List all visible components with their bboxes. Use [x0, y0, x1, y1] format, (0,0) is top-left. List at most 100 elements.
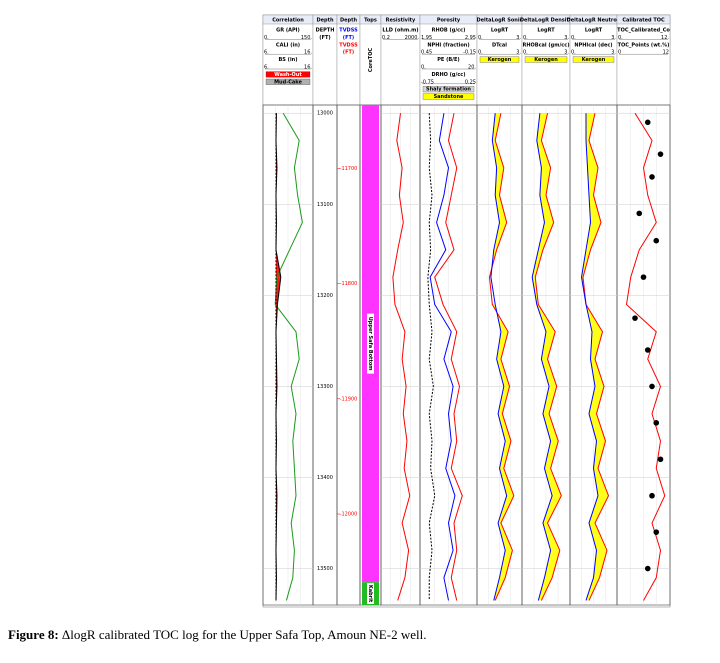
header-scale-min: 1.95: [421, 35, 432, 41]
header-scale-max: 12.: [661, 35, 669, 41]
toc-point: [636, 211, 642, 217]
header-scale-max: 3.: [564, 50, 569, 56]
header-scale-min: 0.: [478, 50, 483, 56]
legend-label: Kerogen: [488, 57, 512, 63]
header-scale-max: 0.25: [465, 79, 476, 85]
header-label: (FT): [343, 35, 354, 41]
header-label: DEPTH: [316, 28, 335, 34]
header-label: LogRT: [585, 28, 603, 34]
header-scale-min: 0.: [571, 50, 576, 56]
header-label: BS (in): [279, 57, 298, 63]
header-scale-min: 0.: [571, 35, 576, 41]
caption-text: ΔlogR calibrated TOC log for the Upper S…: [59, 627, 427, 642]
header-label: CALI (in): [276, 42, 300, 48]
track-title: Depth: [316, 18, 334, 24]
header-scale-min: 6.: [264, 50, 269, 56]
header-label: GR (API): [276, 28, 300, 34]
toc-point: [632, 315, 638, 321]
toc-point: [649, 493, 655, 499]
header-scale-max: 2.95: [465, 35, 476, 41]
depth-label: 13400: [317, 475, 333, 481]
toc-point: [649, 174, 655, 180]
header-scale-max: -0.15: [463, 50, 476, 56]
track-title: DeltaLogR Density: [520, 18, 573, 24]
toc-point: [645, 120, 651, 126]
header-label: NPHI (fraction): [427, 42, 469, 48]
legend-label: Wash-Out: [274, 72, 302, 78]
header-label: (FT): [343, 50, 354, 56]
toc-point: [653, 420, 659, 426]
toc-point: [641, 274, 647, 280]
header-scale-max: 3.: [516, 35, 521, 41]
header-label: RHOB (g/cc): [432, 28, 466, 34]
header-scale-min: -0.75: [421, 79, 434, 85]
header-scale-max: 16.: [304, 50, 312, 56]
depth-label: 13300: [317, 384, 333, 390]
toc-point: [645, 566, 651, 572]
header-label: TOC_Points (wt.%): [618, 42, 670, 48]
header-scale-max: 3.: [611, 50, 616, 56]
header-scale-max: 2000.: [405, 35, 420, 41]
toc-point: [645, 347, 651, 353]
header-scale-min: 0.: [264, 35, 269, 41]
track-title: Depth: [340, 18, 358, 24]
header-scale-max: 150.: [301, 35, 313, 41]
toc-point: [653, 238, 659, 244]
header-scale-min: 0.: [618, 35, 623, 41]
header-scale-min: 0.2: [382, 35, 390, 41]
header-scale-max: 12: [663, 50, 669, 56]
header-scale-min: 0.45: [421, 50, 432, 56]
caption: Figure 8: ΔlogR calibrated TOC log for t…: [8, 627, 426, 642]
track-title: Calibrated TOC: [622, 18, 665, 24]
header-label: DRHO (g/cc): [431, 72, 465, 78]
toc-point: [658, 456, 664, 462]
track-title: Correlation: [272, 18, 304, 24]
header-vertical: CoreTOC: [368, 48, 374, 73]
legend-label: Kerogen: [582, 57, 606, 63]
header-scale-max: 20.: [468, 65, 476, 71]
header-scale-min: 0: [618, 50, 621, 56]
depth-label: 13000: [317, 111, 333, 117]
legend-label: Mud-Cake: [274, 79, 302, 85]
tvdss-label: -11900: [340, 396, 358, 402]
header-label: (FT): [319, 35, 330, 41]
header-scale-min: 0.: [421, 65, 426, 71]
header-label: RHOBcal (gm/cc): [522, 42, 569, 48]
legend-label: Sandstone: [434, 94, 464, 100]
header-scale-min: 0.: [523, 50, 528, 56]
zone-label: Upper Safa Bottom: [367, 317, 373, 371]
header-label: LogRT: [491, 28, 509, 34]
header-label: PE (B/E): [437, 57, 459, 63]
toc-point: [653, 529, 659, 535]
track-title: Resistivity: [386, 18, 416, 24]
tvdss-label: -11800: [340, 281, 358, 287]
track-title: Tops: [364, 18, 377, 24]
tvdss-label: -11700: [340, 166, 358, 172]
depth-label: 13500: [317, 566, 333, 572]
header-label: TVDSS: [339, 28, 358, 34]
track-title: DeltaLogR Sonic: [476, 18, 522, 24]
track-title: DeltaLogR Neutron: [567, 18, 621, 24]
header-scale-min: 0.: [523, 35, 528, 41]
toc-point: [649, 384, 655, 390]
track-title: Porosity: [437, 18, 461, 24]
header-scale-max: 16.: [304, 65, 312, 71]
header-scale-min: 6.: [264, 65, 269, 71]
header-label: LogRT: [537, 28, 555, 34]
depth-label: 13200: [317, 293, 333, 299]
header-scale-min: 0.: [478, 35, 483, 41]
header-scale-max: 3.: [611, 35, 616, 41]
header-label: NPHIcal (dec): [574, 42, 612, 48]
header-scale-max: 3.: [516, 50, 521, 56]
legend-label: Kerogen: [534, 57, 558, 63]
header-scale-max: 3.: [564, 35, 569, 41]
header-label: LLD (ohm.m): [382, 28, 418, 34]
header-label: TOC_Calibrated_Co: [617, 28, 670, 34]
depth-label: 13100: [317, 202, 333, 208]
caption-label: Figure 8:: [8, 627, 59, 642]
zone-label: Kabrit: [367, 585, 373, 603]
toc-point: [658, 151, 664, 157]
header-label: TVDSS: [339, 42, 358, 48]
legend-label: Shaly formation: [426, 87, 471, 93]
